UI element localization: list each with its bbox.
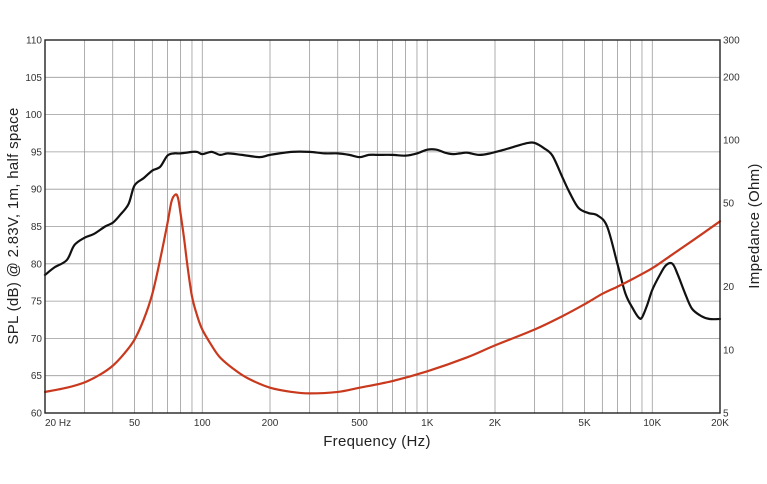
y-tick-label: 95 [31, 147, 43, 158]
y2-tick-labels: 5 10 20 50 100 200 300 [723, 36, 740, 420]
y2-tick-label: 200 [723, 72, 740, 83]
x-tick-label: 20K [711, 418, 729, 429]
x-tick-label: 50 [129, 418, 141, 429]
y-tick-label: 65 [31, 371, 43, 382]
x-tick-labels: 20 Hz 50 100 200 500 1K 2K 5K 10K 20K [45, 418, 729, 429]
y2-tick-label: 50 [723, 199, 735, 210]
grid-lines [45, 40, 720, 413]
y2-tick-label: 20 [723, 282, 735, 293]
x-tick-label: 10K [643, 418, 661, 429]
plot-frame [44, 39, 721, 414]
x-tick-label: 500 [351, 418, 368, 429]
x-tick-label: 5K [578, 418, 591, 429]
series-lines [43, 141, 722, 395]
x-axis-title: Frequency (Hz) [323, 433, 431, 450]
y2-tick-label: 300 [723, 36, 740, 47]
x-tick-label: 100 [194, 418, 211, 429]
y-tick-label: 105 [25, 73, 42, 84]
y-tick-label: 85 [31, 222, 43, 233]
y-tick-label: 60 [31, 409, 43, 420]
y-tick-label: 110 [26, 36, 42, 47]
y2-tick-label: 5 [723, 409, 729, 420]
impedance-curve [43, 193, 722, 395]
y-tick-labels: 60 65 70 75 80 85 90 95 100 105 110 [25, 36, 42, 420]
spl-curve [43, 141, 722, 321]
x-tick-label: 1K [421, 418, 434, 429]
y-tick-label: 70 [31, 334, 43, 345]
y-tick-label: 100 [25, 110, 42, 121]
y2-axis-title: Impedance (Ohm) [746, 163, 763, 288]
y-tick-label: 80 [31, 259, 43, 270]
y2-tick-label: 100 [723, 136, 740, 147]
x-tick-label: 200 [262, 418, 279, 429]
x-tick-label: 20 Hz [45, 418, 71, 429]
y2-tick-label: 10 [723, 345, 735, 356]
x-tick-label: 2K [489, 418, 502, 429]
y-tick-label: 90 [31, 185, 43, 196]
y-axis-title: SPL (dB) @ 2.83V, 1m, half space [5, 107, 22, 344]
y-tick-label: 75 [31, 297, 43, 308]
